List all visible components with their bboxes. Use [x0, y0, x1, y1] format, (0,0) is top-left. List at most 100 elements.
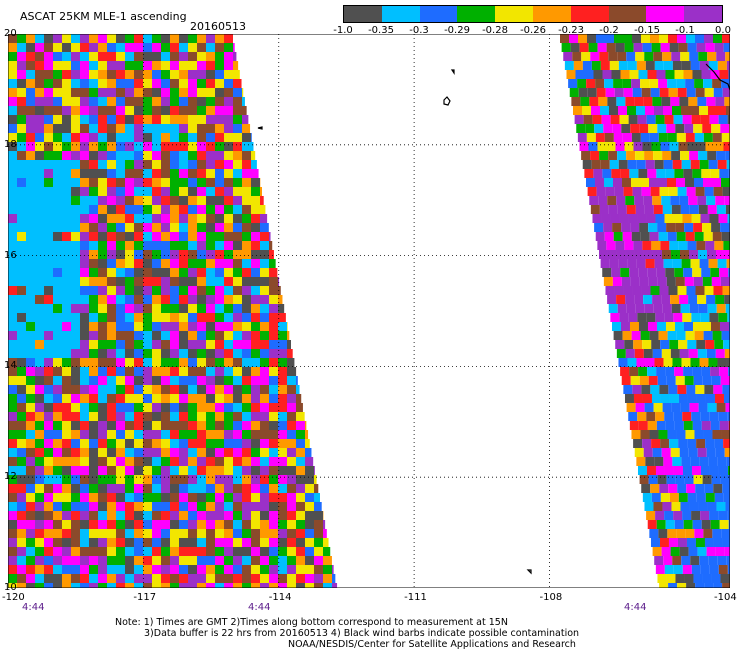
swath-cell: [665, 169, 675, 178]
swath-cell: [8, 115, 17, 124]
swath-cell: [631, 79, 641, 88]
swath-cell: [706, 250, 716, 259]
swath-cell: [672, 358, 682, 367]
swath-cell: [80, 556, 89, 565]
swath-cell: [725, 403, 730, 412]
latitude-label: 18: [4, 138, 17, 150]
swath-cell: [188, 574, 197, 583]
swath-cell: [624, 394, 634, 403]
swath-cell: [251, 385, 260, 394]
swath-cell: [606, 241, 616, 250]
swath-cell: [17, 349, 26, 358]
swath-cell: [728, 421, 730, 430]
swath-cell: [564, 61, 574, 70]
swath-cell: [35, 34, 44, 43]
swath-cell: [62, 34, 71, 43]
swath-cell: [53, 43, 62, 52]
swath-cell: [35, 376, 44, 385]
swath-cell: [233, 196, 242, 205]
swath-cell: [683, 268, 693, 277]
swath-cell: [206, 142, 215, 151]
swath-cell: [687, 43, 697, 52]
swath-cell: [727, 466, 730, 475]
swath-cell: [233, 385, 242, 394]
swath-cell: [224, 187, 233, 196]
swath-cell: [687, 439, 697, 448]
swath-cell: [80, 475, 89, 484]
swath-cell: [161, 79, 170, 88]
swath-cell: [251, 538, 260, 547]
swath-cell: [278, 529, 287, 538]
swath-cell: [269, 511, 278, 520]
swath-cell: [143, 313, 152, 322]
swath-cell: [197, 34, 206, 43]
swath-cell: [632, 34, 641, 43]
swath-cell: [703, 430, 713, 439]
swath-cell: [637, 115, 647, 124]
swath-cell: [197, 115, 206, 124]
latitude-label: 20: [4, 28, 17, 39]
swath-cell: [188, 142, 197, 151]
swath-cell: [706, 349, 716, 358]
swath-cell: [116, 331, 125, 340]
swath-cell: [143, 61, 152, 70]
swath-cell: [224, 304, 233, 313]
swath-cell: [649, 232, 659, 241]
swath-cell: [53, 151, 62, 160]
swath-cell: [709, 511, 719, 520]
swath-cell: [251, 304, 260, 313]
swath-cell: [215, 385, 224, 394]
swath-cell: [719, 421, 729, 430]
swath-cell: [17, 385, 26, 394]
swath-cell: [713, 88, 723, 97]
swath-cell: [80, 502, 89, 511]
swath-cell: [677, 484, 687, 493]
swath-cell: [233, 268, 242, 277]
swath-cell: [604, 232, 614, 241]
swath-cell: [17, 403, 26, 412]
swath-cell: [197, 295, 206, 304]
swath-cell: [197, 583, 206, 588]
swath-cell: [206, 196, 215, 205]
swath-cell: [206, 565, 215, 574]
swath-cell: [681, 556, 691, 565]
swath-cell: [260, 376, 269, 385]
swath-cell: [161, 583, 170, 588]
swath-cell: [278, 466, 287, 475]
swath-cell: [615, 142, 625, 151]
note-line-3: NOAA/NESDIS/Center for Satellite Applica…: [288, 639, 576, 650]
swath-cell: [107, 34, 116, 43]
swath-cell: [71, 430, 80, 439]
swath-cell: [116, 142, 125, 151]
swath-cell: [26, 304, 35, 313]
swath-cell: [197, 178, 206, 187]
swath-cell: [8, 349, 17, 358]
swath-cell: [143, 70, 152, 79]
swath-cell: [287, 457, 296, 466]
swath-cell: [596, 187, 606, 196]
swath-cell: [592, 115, 602, 124]
swath-cell: [89, 376, 98, 385]
swath-cell: [80, 520, 89, 529]
swath-cell: [44, 421, 53, 430]
swath-cell: [53, 169, 62, 178]
swath-cell: [680, 151, 690, 160]
swath-cell: [287, 583, 296, 588]
swath-cell: [215, 376, 224, 385]
swath-cell: [125, 574, 134, 583]
swath-cell: [233, 232, 242, 241]
swath-cell: [628, 412, 638, 421]
swath-cell: [722, 187, 730, 196]
swath-cell: [287, 502, 296, 511]
swath-cell: [44, 574, 53, 583]
swath-cell: [698, 106, 708, 115]
swath-cell: [278, 520, 287, 529]
swath-cell: [720, 574, 730, 583]
swath-cell: [659, 385, 669, 394]
swath-cell: [179, 331, 188, 340]
swath-cell: [654, 160, 664, 169]
swath-cell: [161, 511, 170, 520]
swath-cell: [224, 385, 233, 394]
swath-cell: [635, 106, 645, 115]
swath-cell: [170, 538, 179, 547]
